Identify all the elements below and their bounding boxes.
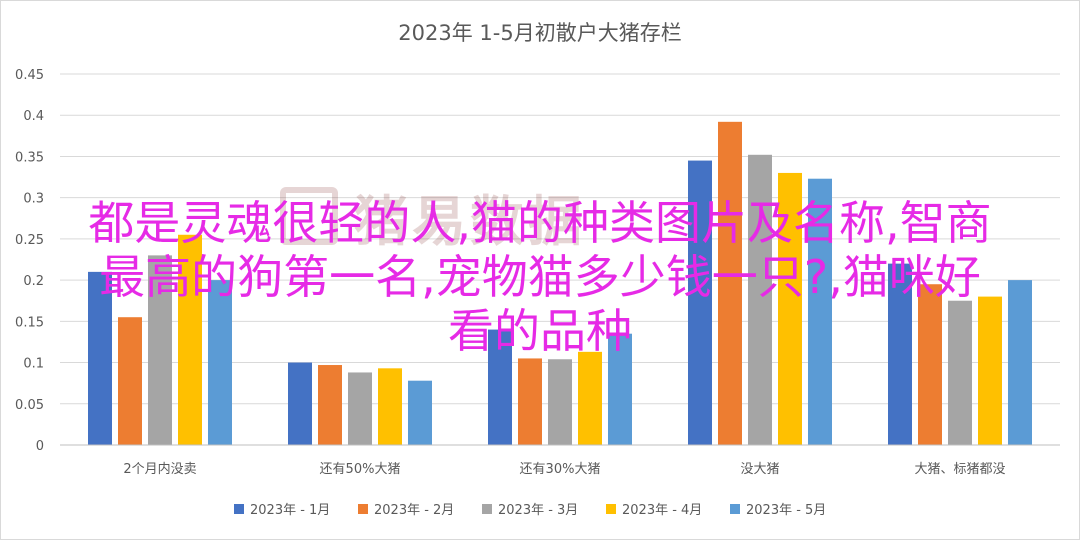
legend-swatch	[234, 504, 244, 514]
legend: 2023年 - 1月 2023年 - 2月 2023年 - 3月 2023年 - 4月…	[234, 503, 826, 518]
bar	[778, 172, 802, 445]
bar	[148, 255, 172, 445]
y-tick-label: 0.45	[15, 68, 44, 83]
y-tick-label: 0.2	[23, 274, 44, 289]
x-tick-label: 2个月内没卖	[123, 461, 196, 477]
y-tick-label: 0.35	[15, 150, 44, 165]
x-tick-label: 没大猪	[740, 462, 779, 477]
legend-label: 2023年 - 5月	[746, 503, 826, 518]
legend-label: 2023年 - 3月	[498, 503, 578, 518]
legend-swatch	[730, 504, 740, 514]
legend-label: 2023年 - 4月	[622, 503, 702, 518]
y-tick-label: 0.1	[23, 357, 44, 372]
bar	[978, 296, 1002, 445]
x-tick-label: 大猪、标猪都没	[914, 462, 1005, 477]
bar	[88, 271, 112, 445]
bar	[688, 160, 712, 446]
bar	[608, 333, 632, 445]
y-tick-label: 0.4	[23, 109, 44, 124]
bar	[718, 121, 742, 445]
bar	[748, 154, 772, 445]
bar	[178, 234, 202, 445]
bar	[948, 300, 972, 445]
bar	[488, 329, 512, 445]
x-axis-labels: 2个月内没卖 还有50%大猪 还有30%大猪 没大猪 大猪、标猪都没	[123, 461, 1005, 477]
legend-swatch	[482, 504, 492, 514]
bar	[208, 280, 232, 445]
bar	[318, 365, 342, 445]
bar	[808, 178, 832, 445]
y-tick-label: 0.3	[23, 192, 44, 207]
bar	[118, 317, 142, 445]
bar	[518, 358, 542, 445]
y-tick-label: 0.25	[15, 233, 44, 248]
legend-label: 2023年 - 2月	[374, 503, 454, 518]
y-tick-label: 0	[36, 439, 44, 454]
legend-label: 2023年 - 1月	[250, 503, 330, 518]
x-tick-label: 还有30%大猪	[520, 462, 601, 477]
bar	[578, 351, 602, 445]
bar	[1008, 280, 1032, 445]
legend-swatch	[358, 504, 368, 514]
y-axis-ticks: 0 0.05 0.1 0.15 0.2 0.25 0.3 0.35 0.4 0.45	[15, 68, 44, 454]
x-tick-label: 还有50%大猪	[320, 462, 401, 477]
y-tick-label: 0.15	[15, 315, 44, 330]
legend-swatch	[606, 504, 616, 514]
bars	[60, 121, 1060, 446]
chart-title: 2023年 1-5月初散户大猪存栏	[398, 21, 681, 45]
bar	[888, 263, 912, 445]
y-tick-label: 0.05	[15, 398, 44, 413]
bar	[348, 372, 372, 445]
bar	[918, 284, 942, 445]
bar	[548, 359, 572, 445]
bar	[378, 368, 402, 445]
bar	[288, 362, 312, 445]
bar	[408, 380, 432, 445]
